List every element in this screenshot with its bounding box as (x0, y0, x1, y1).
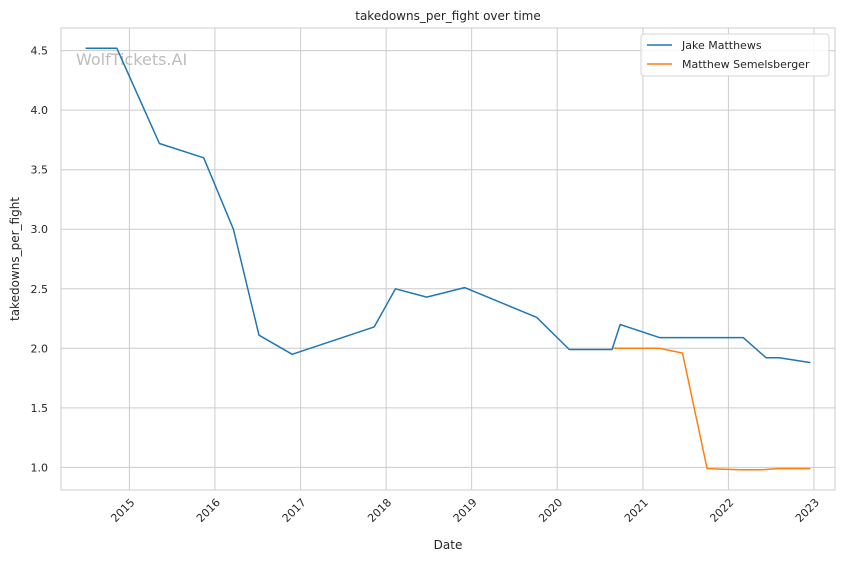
x-tick-label: 2016 (194, 496, 223, 525)
x-axis-label: Date (434, 538, 463, 552)
x-tick-label: 2021 (622, 496, 651, 525)
y-tick-label: 3.0 (31, 223, 49, 236)
y-tick-label: 3.5 (31, 164, 49, 177)
y-tick-label: 4.5 (31, 45, 49, 58)
legend-label: Jake Matthews (681, 39, 762, 52)
x-tick-label: 2023 (793, 496, 822, 525)
x-tick-label: 2019 (451, 496, 480, 525)
legend: Jake Matthews Matthew Semelsberger (640, 33, 830, 77)
series-lines (85, 47, 811, 471)
grid-lines (61, 28, 835, 490)
x-tick-label: 2017 (280, 496, 309, 525)
y-tick-label: 2.5 (31, 283, 49, 296)
chart-title: takedowns_per_fight over time (355, 9, 541, 23)
series-line (613, 347, 811, 471)
y-tick-label: 1.5 (31, 402, 49, 415)
x-tick-label: 2020 (536, 496, 565, 525)
plot-frame (60, 27, 836, 491)
legend-box (640, 33, 830, 77)
x-tick-label: 2015 (108, 496, 137, 525)
series-line (85, 47, 811, 364)
y-axis-label: takedowns_per_fight (8, 197, 22, 321)
x-tick-labels: 2015 2016 2017 2018 2019 2020 2021 2022 2023 (108, 496, 822, 525)
y-tick-label: 2.0 (31, 342, 49, 355)
y-tick-label: 4.0 (31, 104, 49, 117)
y-tick-label: 1.0 (31, 461, 49, 474)
legend-label: Matthew Semelsberger (682, 58, 810, 71)
watermark-text: WolfTickets.AI (76, 50, 187, 69)
x-tick-label: 2022 (707, 496, 736, 525)
x-tick-label: 2018 (365, 496, 394, 525)
y-tick-labels: 1.0 1.5 2.0 2.5 3.0 3.5 4.0 4.5 (31, 45, 49, 475)
